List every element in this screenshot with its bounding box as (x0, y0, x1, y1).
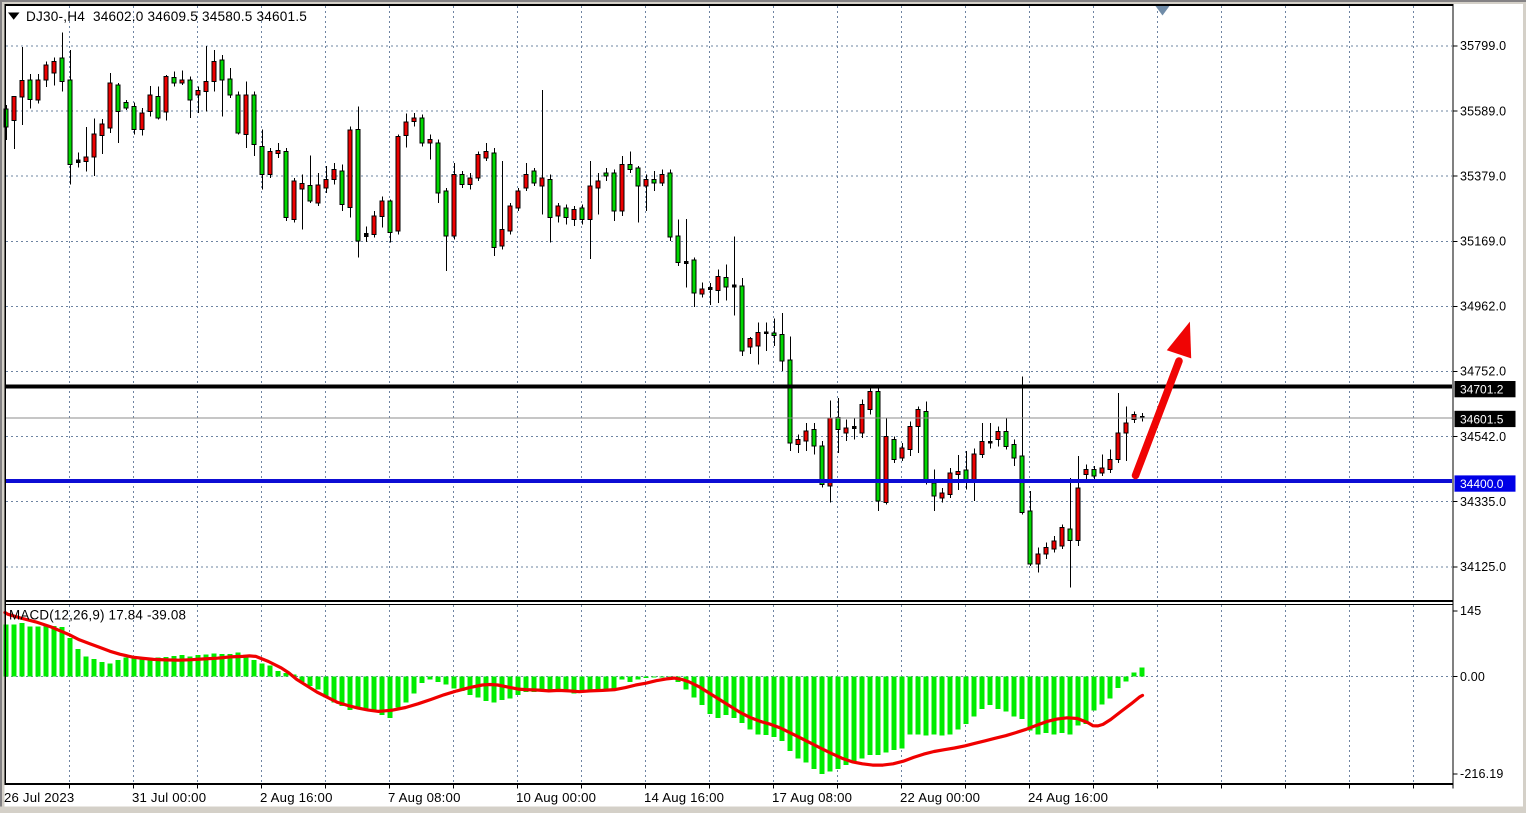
svg-text:26 Jul 2023: 26 Jul 2023 (4, 790, 74, 805)
svg-text:24 Aug 16:00: 24 Aug 16:00 (1028, 790, 1108, 805)
svg-text:34125.0: 34125.0 (1460, 560, 1506, 574)
svg-text:17 Aug 08:00: 17 Aug 08:00 (772, 790, 852, 805)
svg-text:22 Aug 00:00: 22 Aug 00:00 (900, 790, 980, 805)
svg-text:34542.0: 34542.0 (1460, 430, 1506, 444)
svg-text:7 Aug 08:00: 7 Aug 08:00 (388, 790, 461, 805)
svg-text:14 Aug 16:00: 14 Aug 16:00 (644, 790, 724, 805)
svg-text:34601.5: 34601.5 (1460, 412, 1504, 426)
svg-text:145: 145 (1460, 604, 1481, 618)
svg-text:34752.0: 34752.0 (1460, 365, 1506, 379)
svg-text:35799.0: 35799.0 (1460, 39, 1506, 53)
svg-text:MACD(12,26,9) 17.84 -39.08: MACD(12,26,9) 17.84 -39.08 (9, 608, 186, 623)
svg-text:34335.0: 34335.0 (1460, 495, 1506, 509)
svg-text:31 Jul 00:00: 31 Jul 00:00 (132, 790, 206, 805)
svg-text:34701.2: 34701.2 (1460, 383, 1504, 397)
svg-text:34962.0: 34962.0 (1460, 300, 1506, 314)
svg-text:0.00: 0.00 (1460, 670, 1485, 684)
svg-text:DJ30-,H4 34602.0 34609.5 3458: DJ30-,H4 34602.0 34609.5 34580.5 34601.5 (26, 9, 307, 24)
svg-text:34400.0: 34400.0 (1460, 477, 1504, 491)
svg-text:35169.0: 35169.0 (1460, 235, 1506, 249)
svg-text:2 Aug 16:00: 2 Aug 16:00 (260, 790, 333, 805)
svg-text:35589.0: 35589.0 (1460, 104, 1506, 118)
svg-text:35379.0: 35379.0 (1460, 169, 1506, 183)
svg-text:10 Aug 00:00: 10 Aug 00:00 (516, 790, 596, 805)
svg-text:-216.19: -216.19 (1460, 767, 1503, 781)
